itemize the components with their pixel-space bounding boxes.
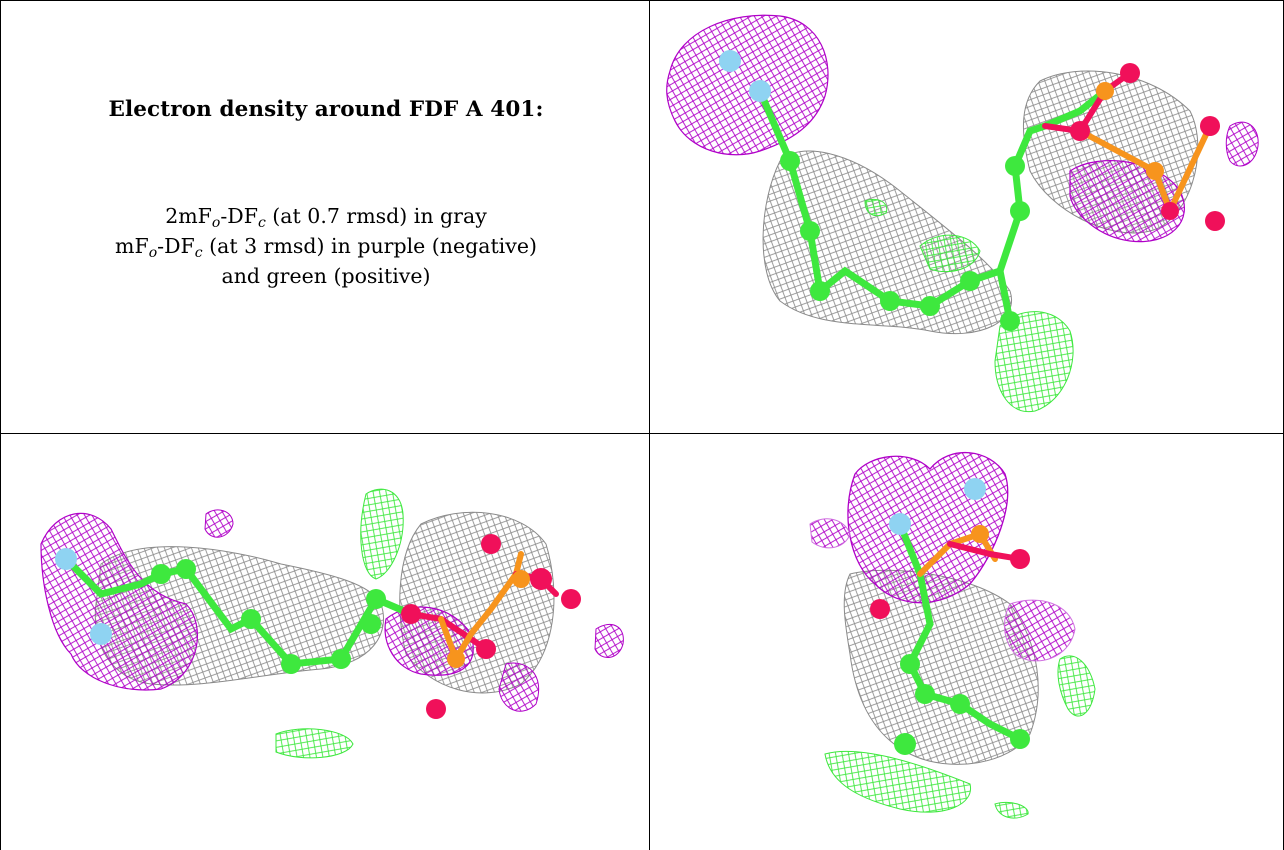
map-positive-mesh (864, 198, 888, 217)
legend-line1-suffix: (at 0.7 rmsd) in gray (265, 204, 487, 228)
map-negative-mesh (1004, 599, 1076, 662)
legend-line1-prefix: 2mF (165, 204, 212, 228)
figure-legend: 2mFo-DFc (at 0.7 rmsd) in gray mFo-DFc (… (1, 201, 649, 291)
table-border-left (0, 0, 1, 850)
map-negative-mesh (809, 518, 851, 549)
density-panel-bottom-right (650, 434, 1283, 850)
legend-line2-sub1: o (148, 245, 158, 261)
legend-line1-sub1: o (211, 215, 221, 231)
map-positive-mesh (275, 728, 354, 759)
caption-cell: Electron density around FDF A 401: 2mFo-… (1, 1, 649, 433)
map-negative-mesh (1225, 121, 1259, 167)
map-negative-mesh (594, 624, 624, 658)
ligand-model (55, 534, 581, 719)
ligand-model (719, 50, 1225, 331)
map-positive-mesh (994, 311, 1074, 413)
map-positive-mesh (1057, 655, 1096, 717)
density-panel-top-right-image (666, 14, 1259, 413)
density-panel-top-right (650, 1, 1283, 433)
map-positive-mesh (919, 234, 981, 273)
legend-line1-mid: -DF (220, 204, 258, 228)
table-border-top (0, 0, 1284, 1)
map-2fofc-mesh (843, 569, 1039, 765)
legend-line2-mid: -DF (157, 234, 195, 258)
legend-line2-prefix: mF (115, 234, 149, 258)
table-divider-horizontal (0, 433, 1284, 434)
map-negative-mesh (666, 14, 829, 156)
map-negative-mesh (40, 512, 198, 691)
ligand-model (870, 478, 1030, 755)
legend-line2-suffix: (at 3 rmsd) in purple (negative) (202, 234, 537, 258)
legend-line2-sub2: c (194, 245, 203, 261)
map-negative-mesh (204, 509, 234, 538)
legend-line-2fofc: 2mFo-DFc (at 0.7 rmsd) in gray (1, 201, 649, 231)
table-divider-vertical (649, 0, 650, 850)
legend-line-fofc: mFo-DFc (at 3 rmsd) in purple (negative) (1, 231, 649, 261)
map-negative-mesh (498, 662, 540, 712)
density-panel-bottom-left-image (40, 488, 624, 759)
map-positive-mesh (994, 801, 1029, 819)
legend-line1-sub2: c (257, 215, 266, 231)
density-panel-bottom-right-image (809, 451, 1096, 819)
legend-line-positive: and green (positive) (221, 264, 431, 288)
map-positive-mesh (360, 488, 404, 580)
density-panel-bottom-left (1, 434, 649, 850)
figure-title: Electron density around FDF A 401: (108, 97, 544, 122)
map-positive-mesh (824, 750, 972, 813)
